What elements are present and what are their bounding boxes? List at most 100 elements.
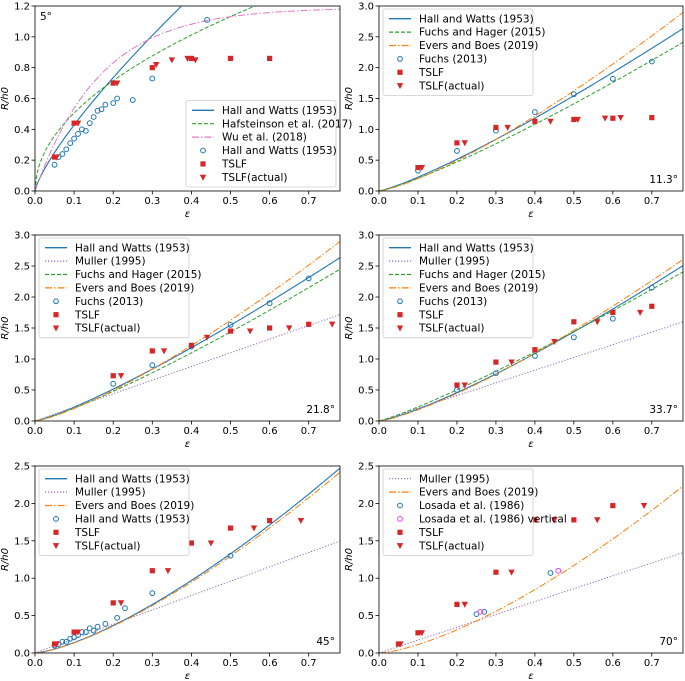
y-tick-label: 2.0 <box>358 63 374 74</box>
x-tick-label: 0.2 <box>449 658 465 669</box>
legend-entry-label: Hall and Watts (1953) <box>75 514 190 526</box>
y-axis-label: R/h0 <box>344 316 355 339</box>
chart-panel-6: 0.0 0.1 0.2 0.3 0.4 0.5 0.6 0.7 0.0 0.5 1.0 1.5 2.0 2… <box>344 462 684 681</box>
x-tick-label: 0.4 <box>527 426 543 437</box>
series-line-3 <box>35 241 340 421</box>
data-point <box>192 57 199 64</box>
y-tick-label: 1.5 <box>358 94 374 105</box>
y-tick-label: 0.8 <box>14 63 30 74</box>
data-point <box>454 148 460 154</box>
y-tick-label: 3.0 <box>14 231 30 242</box>
y-axis-label: R/h0 <box>0 87 11 110</box>
x-tick-label: 0.5 <box>223 426 239 437</box>
data-point <box>454 382 460 388</box>
x-tick-label: 0.5 <box>223 196 239 207</box>
axes-frame <box>34 465 341 654</box>
chart-panel-5: 0.0 0.1 0.2 0.3 0.4 0.5 0.6 0.7 0.0 0.5 1.0 1.5 2.0 2… <box>0 462 341 681</box>
data-point <box>74 120 82 127</box>
data-point <box>160 348 168 355</box>
data-point <box>305 275 312 282</box>
data-point <box>227 55 234 62</box>
y-tick-label: 3.0 <box>358 231 374 242</box>
legend-entry-label: Hall and Watts (1953) <box>222 105 337 117</box>
legend: Muller (1995)Evers and Boes (2019)Losada… <box>382 468 567 556</box>
data-point <box>306 321 312 327</box>
data-point <box>418 630 426 637</box>
data-point <box>297 518 305 525</box>
x-tick-label: 0.2 <box>105 426 121 437</box>
legend-entry-label: Evers and Boes (2019) <box>75 500 194 512</box>
data-point <box>397 641 404 648</box>
legend-entry-label: Muller (1995) <box>75 256 146 268</box>
x-tick-label: 0.0 <box>27 658 43 669</box>
data-point <box>204 16 210 23</box>
x-tick-label: 0.7 <box>301 658 317 669</box>
x-tick-label: 0.3 <box>144 196 160 207</box>
legend-entry-label: Fuchs (2013) <box>419 296 487 308</box>
y-tick-label: 2.5 <box>358 262 374 273</box>
data-point <box>75 131 81 137</box>
y-tick-label: 1.0 <box>358 355 374 366</box>
series-points-6 <box>117 321 336 380</box>
legend-box <box>382 237 534 339</box>
data-point <box>609 315 616 322</box>
data-point <box>418 164 426 171</box>
data-point <box>609 75 616 82</box>
y-tick-label: 0.0 <box>14 187 30 198</box>
data-point <box>508 569 515 576</box>
data-point <box>493 124 499 131</box>
legend-entry-label: Evers and Boes (2019) <box>75 283 194 295</box>
series-line-0 <box>379 552 683 653</box>
legend-entry-label: TSLF(actual) <box>418 323 485 335</box>
data-point <box>415 630 421 636</box>
x-tick-label: 0.2 <box>449 426 465 437</box>
series-line-2 <box>35 471 340 653</box>
series-points-4 <box>454 284 655 393</box>
angle-label: 21.8° <box>306 404 335 416</box>
legend-swatch-marker <box>397 312 403 318</box>
legend-swatch-marker <box>200 161 206 167</box>
data-point <box>149 65 155 71</box>
data-point <box>461 140 468 147</box>
data-point <box>110 380 117 387</box>
x-tick-label: 0.4 <box>183 196 199 207</box>
series-line-0 <box>379 28 683 191</box>
chart-panel-4: 0.0 0.1 0.2 0.3 0.4 0.5 0.6 0.7 0.0 0.5 1.0 1.5 2.0 2… <box>344 231 684 450</box>
y-axis-label: R/h0 <box>344 87 355 110</box>
legend-entry-label: TSLF <box>418 309 444 321</box>
x-tick-label: 0.5 <box>566 196 582 207</box>
legend-swatch-marker <box>53 298 59 305</box>
legend-swatch-marker <box>397 502 403 509</box>
legend-entry-label: Hall and Watts (1953) <box>75 473 190 485</box>
data-point <box>246 328 254 335</box>
y-tick-label: 0.0 <box>14 649 30 660</box>
data-point <box>63 146 70 153</box>
series-layer <box>379 12 683 191</box>
data-point <box>227 322 234 328</box>
x-tick-label: 0.7 <box>301 196 317 207</box>
y-tick-label: 1.5 <box>14 536 30 547</box>
legend-swatch-marker <box>200 147 206 154</box>
x-tick-label: 0.1 <box>410 196 426 207</box>
legend-entry-label: Fuchs (2013) <box>75 296 143 308</box>
data-point <box>508 359 515 366</box>
data-point <box>98 106 105 113</box>
y-tick-label: 1.0 <box>14 574 30 585</box>
legend-swatch-marker <box>53 312 59 318</box>
data-point <box>601 115 609 122</box>
legend-swatch-marker <box>52 543 60 550</box>
x-tick-label: 0.7 <box>644 196 660 207</box>
data-point <box>395 641 402 647</box>
x-tick-label: 0.6 <box>262 196 278 207</box>
data-point <box>153 61 160 68</box>
data-point <box>328 321 336 328</box>
series-line-1 <box>379 485 683 653</box>
data-point <box>461 382 468 389</box>
y-tick-label: 2.0 <box>358 499 374 510</box>
angle-label: 5° <box>40 11 52 23</box>
y-axis-label: R/h0 <box>0 316 11 339</box>
legend-entry-label: Hall and Watts (1953) <box>75 242 190 254</box>
legend-swatch-marker <box>396 83 404 90</box>
data-point <box>610 115 616 121</box>
